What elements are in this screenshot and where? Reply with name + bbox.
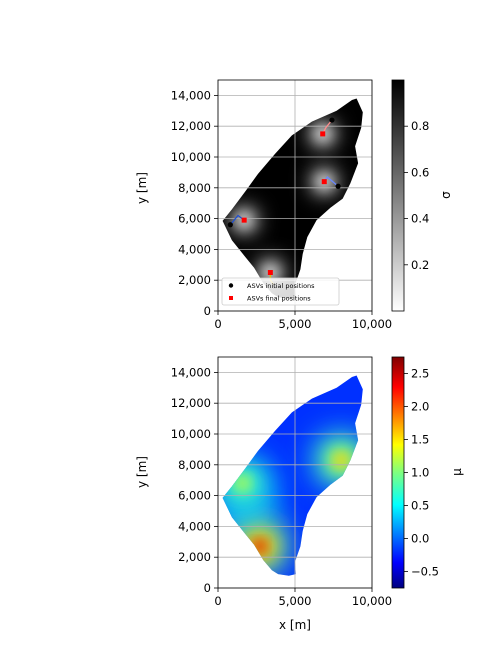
asv-final-position (321, 179, 327, 185)
sigma-y-axis-label: y [m] (135, 172, 149, 204)
mu-heatmap (222, 375, 363, 576)
x-tick-label: 0 (214, 594, 221, 608)
colorbar-tick-label: 0.2 (411, 258, 429, 272)
y-tick-label: 6,000 (178, 489, 211, 503)
legend-final-label: ASVs final positions (247, 295, 311, 303)
mu-colorbar-gradient (391, 356, 405, 589)
legend-box (221, 277, 340, 306)
y-tick-label: 0 (204, 581, 211, 595)
mu-hotspot (255, 542, 264, 551)
mu-colorbar: −0.5 0.0 0.5 1.0 1.5 2.0 2.5 μ (391, 356, 464, 589)
y-tick-label: 14,000 (171, 365, 211, 379)
mu-hotspot (337, 456, 346, 465)
sigma-colorbar-ticks: 0.2 0.4 0.6 0.8 (404, 119, 429, 272)
y-tick-label: 6,000 (178, 212, 211, 226)
asv-initial-position (335, 183, 341, 189)
x-tick-label: 5,000 (279, 594, 312, 608)
y-tick-label: 2,000 (178, 273, 211, 287)
x-tick-label: 0 (214, 317, 221, 331)
sigma-axis-ticks: 0 5,000 10,000 0 2,000 4,000 6,000 8,000 10,000 1… (171, 88, 392, 331)
x-tick-label: 10,000 (352, 594, 392, 608)
legend-initial-label: ASVs initial positions (247, 282, 315, 290)
colorbar-tick-label: −0.5 (411, 565, 439, 579)
asv-final-position (241, 217, 247, 223)
mu-colorbar-ticks: −0.5 0.0 0.5 1.0 1.5 2.0 2.5 (404, 367, 439, 579)
legend-final-marker (229, 296, 233, 300)
mu-panel: 0 5,000 10,000 0 2,000 4,000 6,000 8,000 10,000 1… (135, 356, 464, 632)
y-tick-label: 10,000 (171, 427, 211, 441)
sigma-colorbar-label: σ (439, 191, 453, 199)
colorbar-tick-label: 1.0 (411, 466, 429, 480)
mu-y-axis-label: y [m] (135, 456, 149, 488)
mu-axis-ticks: 0 5,000 10,000 0 2,000 4,000 6,000 8,000 10,000 1… (171, 365, 392, 608)
sigma-colorbar: 0.2 0.4 0.6 0.8 σ (391, 79, 453, 312)
y-tick-label: 0 (204, 304, 211, 318)
sigma-panel: 0 5,000 10,000 0 2,000 4,000 6,000 8,000 10,000 1… (135, 79, 453, 331)
asv-final-position (267, 270, 273, 275)
y-tick-label: 4,000 (178, 242, 211, 256)
colorbar-tick-label: 0.0 (411, 532, 429, 546)
x-tick-label: 5,000 (279, 317, 312, 331)
colorbar-tick-label: 0.8 (411, 119, 429, 133)
y-tick-label: 8,000 (178, 181, 211, 195)
colorbar-tick-label: 0.6 (411, 165, 429, 179)
colorbar-tick-label: 0.5 (411, 499, 429, 513)
asv-final-position (320, 131, 326, 137)
sigma-colorbar-gradient (391, 79, 405, 312)
x-tick-label: 10,000 (352, 317, 392, 331)
asv-initial-position (227, 222, 233, 228)
y-tick-label: 2,000 (178, 550, 211, 564)
y-tick-label: 12,000 (171, 119, 211, 133)
y-tick-label: 14,000 (171, 88, 211, 102)
y-tick-label: 8,000 (178, 458, 211, 472)
asv-initial-position (329, 117, 335, 123)
colorbar-tick-label: 1.5 (411, 433, 429, 447)
legend-initial-marker (228, 283, 234, 288)
legend: ASVs initial positions ASVs final positi… (221, 277, 340, 306)
y-tick-label: 12,000 (171, 396, 211, 410)
colorbar-tick-label: 0.4 (411, 212, 429, 226)
colorbar-tick-label: 2.5 (411, 367, 429, 381)
y-tick-label: 4,000 (178, 519, 211, 533)
mu-colorbar-label: μ (450, 468, 464, 476)
mu-x-axis-label: x [m] (279, 618, 311, 632)
mu-hotspot (238, 479, 247, 488)
colorbar-tick-label: 2.0 (411, 400, 429, 414)
y-tick-label: 10,000 (171, 150, 211, 164)
